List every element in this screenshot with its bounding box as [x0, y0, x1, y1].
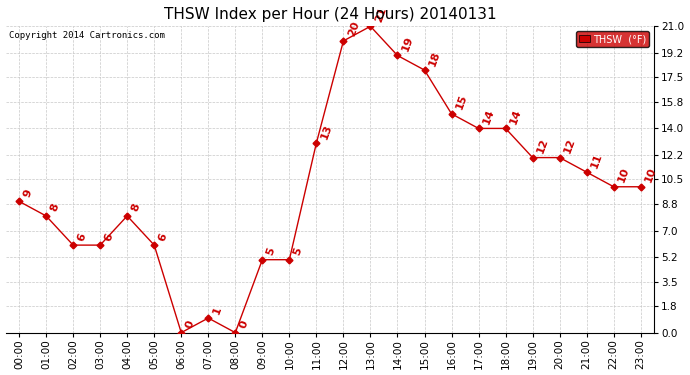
Text: 1: 1 — [211, 304, 223, 315]
Text: 8: 8 — [130, 202, 142, 213]
Text: 21: 21 — [373, 6, 388, 24]
Legend: THSW  (°F): THSW (°F) — [575, 31, 649, 47]
Text: 5: 5 — [292, 246, 304, 257]
Text: 14: 14 — [482, 108, 496, 126]
Text: 12: 12 — [535, 137, 550, 155]
Text: 8: 8 — [49, 202, 61, 213]
Title: THSW Index per Hour (24 Hours) 20140131: THSW Index per Hour (24 Hours) 20140131 — [164, 8, 496, 22]
Text: 20: 20 — [346, 20, 361, 38]
Text: Copyright 2014 Cartronics.com: Copyright 2014 Cartronics.com — [9, 31, 165, 40]
Text: 14: 14 — [509, 108, 523, 126]
Text: 19: 19 — [400, 34, 415, 53]
Text: 6: 6 — [157, 231, 169, 242]
Text: 13: 13 — [319, 122, 334, 140]
Text: 0: 0 — [184, 319, 196, 330]
Text: 9: 9 — [22, 188, 34, 199]
Text: 5: 5 — [265, 246, 277, 257]
Text: 18: 18 — [427, 50, 442, 67]
Text: 6: 6 — [76, 231, 88, 242]
Text: 6: 6 — [103, 231, 115, 242]
Text: 0: 0 — [238, 319, 250, 330]
Text: 10: 10 — [616, 166, 631, 184]
Text: 11: 11 — [589, 152, 604, 170]
Text: 12: 12 — [562, 137, 577, 155]
Text: 10: 10 — [644, 166, 658, 184]
Text: 15: 15 — [454, 93, 469, 111]
